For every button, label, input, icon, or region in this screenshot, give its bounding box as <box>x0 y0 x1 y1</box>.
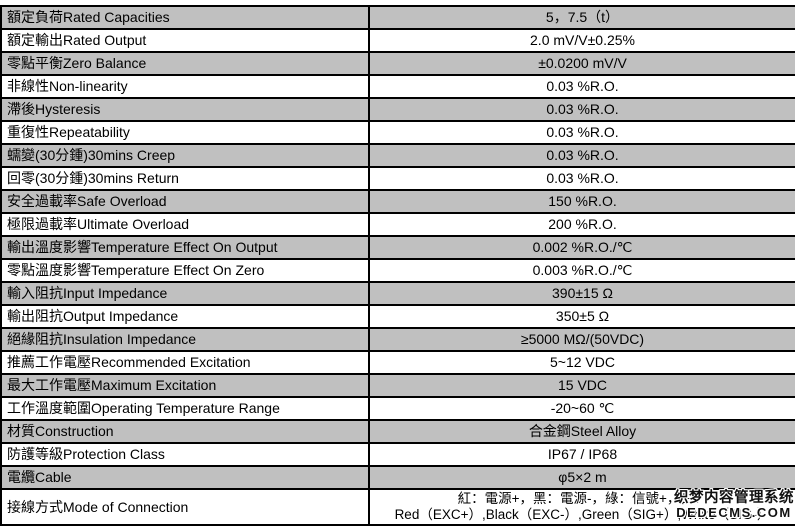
spec-label: 輸入阻抗Input Impedance <box>0 281 370 306</box>
spec-label: 材質Construction <box>0 419 370 444</box>
spec-label: 絕緣阻抗Insulation Impedance <box>0 327 370 352</box>
spec-value: ±0.0200 mV/V <box>368 51 795 76</box>
spec-value: 15 VDC <box>368 373 795 398</box>
table-row: 接線方式Mode of Connection 紅：電源+，黑：電源-，綠：信號+，… <box>0 487 795 526</box>
table-row: 額定負荷Rated Capacities 5，7.5（t） <box>0 5 795 30</box>
spec-label: 蠕變(30分鍾)30mins Creep <box>0 143 370 168</box>
spec-value: 0.03 %R.O. <box>368 120 795 145</box>
watermark-line1: 织梦内容管理系统 <box>674 490 794 506</box>
spec-table: 額定負荷Rated Capacities 5，7.5（t） 額定輸出Rated Ou… <box>0 5 795 526</box>
watermark: 织梦内容管理系统 DEDECMS.COM <box>674 486 794 520</box>
spec-value: 0.03 %R.O. <box>368 143 795 168</box>
spec-value-line: Red（EXC+）,Black（EXC-）,Green（SIG+）,White（… <box>394 507 771 523</box>
spec-value: 合金鋼Steel Alloy <box>368 419 795 444</box>
table-row: 安全過載率Safe Overload 150 %R.O. <box>0 189 795 214</box>
spec-label: 額定負荷Rated Capacities <box>0 5 370 30</box>
table-row: 絕緣阻抗Insulation Impedance ≥5000 MΩ/(50VDC) <box>0 327 795 352</box>
table-row: 防護等級Protection Class IP67 / IP68 <box>0 442 795 467</box>
spec-value: 390±15 Ω <box>368 281 795 306</box>
spec-label: 滯後Hysteresis <box>0 97 370 122</box>
table-row: 滯後Hysteresis 0.03 %R.O. <box>0 97 795 122</box>
spec-label: 接線方式Mode of Connection <box>0 487 370 526</box>
table-row: 輸出阻抗Output Impedance 350±5 Ω <box>0 304 795 329</box>
spec-value: φ5×2 m <box>368 465 795 490</box>
spec-label: 輸出阻抗Output Impedance <box>0 304 370 329</box>
spec-value: 150 %R.O. <box>368 189 795 214</box>
spec-label: 電纜Cable <box>0 465 370 490</box>
spec-value: 350±5 Ω <box>368 304 795 329</box>
spec-label: 非線性Non-linearity <box>0 74 370 99</box>
spec-label: 安全過載率Safe Overload <box>0 189 370 214</box>
table-row: 重復性Repeatability 0.03 %R.O. <box>0 120 795 145</box>
spec-value: 0.03 %R.O. <box>368 97 795 122</box>
spec-label: 最大工作電壓Maximum Excitation <box>0 373 370 398</box>
table-row: 工作溫度範圍Operating Temperature Range -20~60 … <box>0 396 795 421</box>
spec-value: 0.002 %R.O./℃ <box>368 235 795 260</box>
spec-value: 5，7.5（t） <box>368 5 795 30</box>
spec-label: 回零(30分鍾)30mins Return <box>0 166 370 191</box>
table-row: 電纜Cable φ5×2 m <box>0 465 795 490</box>
table-row: 輸出溫度影響Temperature Effect On Output 0.002 … <box>0 235 795 260</box>
spec-label: 工作溫度範圍Operating Temperature Range <box>0 396 370 421</box>
table-row: 極限過載率Ultimate Overload 200 %R.O. <box>0 212 795 237</box>
table-row: 蠕變(30分鍾)30mins Creep 0.03 %R.O. <box>0 143 795 168</box>
table-row: 材質Construction 合金鋼Steel Alloy <box>0 419 795 444</box>
table-row: 最大工作電壓Maximum Excitation 15 VDC <box>0 373 795 398</box>
table-row: 非線性Non-linearity 0.03 %R.O. <box>0 74 795 99</box>
spec-label: 極限過載率Ultimate Overload <box>0 212 370 237</box>
watermark-line2: DEDECMS.COM <box>676 505 792 520</box>
table-row: 回零(30分鍾)30mins Return 0.03 %R.O. <box>0 166 795 191</box>
spec-value: ≥5000 MΩ/(50VDC) <box>368 327 795 352</box>
spec-table-body: 額定負荷Rated Capacities 5，7.5（t） 額定輸出Rated Ou… <box>0 5 795 526</box>
table-row: 額定輸出Rated Output 2.0 mV/V±0.25% <box>0 28 795 53</box>
spec-value: -20~60 ℃ <box>368 396 795 421</box>
spec-value: 2.0 mV/V±0.25% <box>368 28 795 53</box>
table-row: 零點平衡Zero Balance ±0.0200 mV/V <box>0 51 795 76</box>
spec-value: 0.003 %R.O./℃ <box>368 258 795 283</box>
spec-value: 紅：電源+，黑：電源-，綠：信號+，白： Red（EXC+）,Black（EXC-… <box>368 487 795 526</box>
spec-value: 0.03 %R.O. <box>368 166 795 191</box>
table-row: 零點溫度影響Temperature Effect On Zero 0.003 %R… <box>0 258 795 283</box>
table-row: 輸入阻抗Input Impedance 390±15 Ω <box>0 281 795 306</box>
spec-label: 額定輸出Rated Output <box>0 28 370 53</box>
spec-label: 零點溫度影響Temperature Effect On Zero <box>0 258 370 283</box>
spec-label: 防護等級Protection Class <box>0 442 370 467</box>
table-row: 推薦工作電壓Recommended Excitation 5~12 VDC <box>0 350 795 375</box>
spec-value: 5~12 VDC <box>368 350 795 375</box>
spec-value-line: 紅：電源+，黑：電源-，綠：信號+，白： <box>457 491 708 506</box>
spec-label: 零點平衡Zero Balance <box>0 51 370 76</box>
spec-value: 0.03 %R.O. <box>368 74 795 99</box>
spec-value: 200 %R.O. <box>368 212 795 237</box>
spec-value: IP67 / IP68 <box>368 442 795 467</box>
spec-label: 輸出溫度影響Temperature Effect On Output <box>0 235 370 260</box>
spec-label: 重復性Repeatability <box>0 120 370 145</box>
spec-label: 推薦工作電壓Recommended Excitation <box>0 350 370 375</box>
